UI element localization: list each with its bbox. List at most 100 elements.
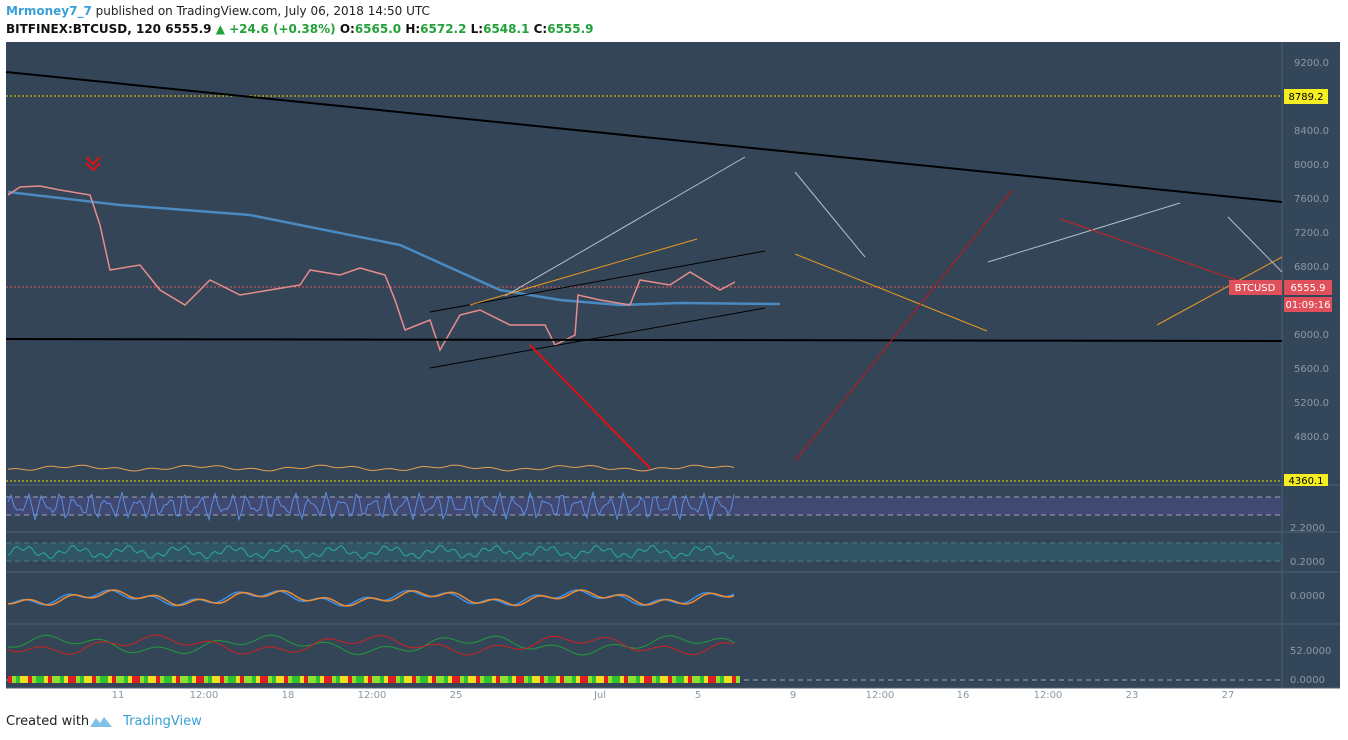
brand[interactable]: TradingView — [123, 714, 202, 729]
signal-cell — [332, 676, 336, 683]
signal-cell — [376, 676, 380, 683]
signal-cell — [536, 676, 540, 683]
signal-cell — [144, 676, 148, 683]
signal-cell — [600, 676, 604, 683]
high: 6572.2 — [420, 22, 467, 36]
published: published on TradingView.com, July 06, 2… — [95, 4, 430, 18]
signal-cell — [84, 676, 88, 683]
signal-cell — [412, 676, 416, 683]
signal-cell — [108, 676, 112, 683]
signal-cell — [264, 676, 268, 683]
signal-cell — [308, 676, 312, 683]
created: Created with — [6, 714, 90, 729]
signal-cell — [360, 676, 364, 683]
signal-cell — [244, 676, 248, 683]
price-tag — [1284, 280, 1332, 295]
signal-cell — [608, 676, 612, 683]
signal-cell — [556, 676, 560, 683]
signal-cell — [220, 676, 224, 683]
signal-cell — [456, 676, 460, 683]
signal-cell — [716, 676, 720, 683]
signal-cell — [192, 676, 196, 683]
signal-cell — [568, 676, 572, 683]
signal-cell — [524, 676, 528, 683]
price-label: 9200.0 — [1294, 58, 1329, 69]
close: 6555.9 — [547, 22, 594, 36]
price-label: 5600.0 — [1294, 364, 1329, 375]
signal-cell — [256, 676, 260, 683]
signal-cell — [176, 676, 180, 683]
signal-cell — [452, 676, 456, 683]
open: 6565.0 — [354, 22, 402, 36]
signal-cell — [512, 676, 516, 683]
signal-cell — [352, 676, 356, 683]
ticker-tag — [1229, 280, 1282, 295]
signal-cell — [432, 676, 436, 683]
signal-cell — [48, 676, 52, 683]
time-label: 11 — [112, 690, 125, 701]
last: 6555.9 — [165, 22, 212, 36]
signal-line — [7, 589, 735, 607]
signal-cell — [404, 676, 408, 683]
signal-cell — [40, 676, 44, 683]
price-axis: 9200.0 8400.0 8000.0 7600.0 7200.0 6800.0 6000… — [1294, 58, 1329, 443]
signal-cell — [152, 676, 156, 683]
author[interactable]: Mrmoney7_7 — [6, 4, 92, 18]
signal-cell — [644, 676, 648, 683]
ticker: BTCUSD — [1235, 283, 1276, 294]
signal-cell — [184, 676, 188, 683]
signal-cell — [704, 676, 708, 683]
signal-cell — [588, 676, 592, 683]
signal-cell — [172, 676, 176, 683]
signal-cell — [24, 676, 28, 683]
signal-cell — [552, 676, 556, 683]
indicator-label: 2.2000 — [1290, 523, 1325, 534]
signal-cell — [212, 676, 216, 683]
signal-cell — [660, 676, 664, 683]
signal-cell — [288, 676, 292, 683]
signal-cell — [120, 676, 124, 683]
signal-cell — [180, 676, 184, 683]
signal-cell — [72, 676, 76, 683]
signal-cell — [104, 676, 108, 683]
logo — [90, 717, 112, 727]
signal-cell — [372, 676, 376, 683]
signal-cell — [96, 676, 100, 683]
time-label: 25 — [450, 690, 463, 701]
signal-cell — [300, 676, 304, 683]
chart: 9200.0 8400.0 8000.0 7600.0 7200.0 6800.0 6000… — [5, 42, 1340, 701]
indicator-label: 52.0000 — [1290, 646, 1331, 657]
signal-cell — [296, 676, 300, 683]
signal-cell — [520, 676, 524, 683]
countdown-tag — [1284, 297, 1332, 312]
signal-cell — [280, 676, 284, 683]
signal-cell — [56, 676, 60, 683]
signal-cell — [640, 676, 644, 683]
signal-cell — [736, 676, 740, 683]
signal-cell — [304, 676, 308, 683]
signal-cell — [316, 676, 320, 683]
signal-cell — [364, 676, 368, 683]
signal-cell — [32, 676, 36, 683]
signal-cell — [132, 676, 136, 683]
signal-cell — [560, 676, 564, 683]
header-line-1: Mrmoney7_7 published on TradingView.com,… — [6, 4, 430, 18]
signal-cell — [52, 676, 56, 683]
signal-cell — [36, 676, 40, 683]
signal-cell — [476, 676, 480, 683]
chart-bg — [6, 42, 1340, 688]
time-label: 12:00 — [866, 690, 895, 701]
signal-cell — [284, 676, 288, 683]
signal-cell — [580, 676, 584, 683]
time-label: 23 — [1126, 690, 1139, 701]
signal-cell — [252, 676, 256, 683]
signal-cell — [344, 676, 348, 683]
signal-cell — [392, 676, 396, 683]
axis-bg — [1282, 42, 1340, 688]
price — [7, 185, 736, 352]
signal-cell — [500, 676, 504, 683]
signal-cell — [312, 676, 316, 683]
signal-cell — [708, 676, 712, 683]
signal-cell — [616, 676, 620, 683]
indicator-label: 0.0000 — [1290, 591, 1325, 602]
